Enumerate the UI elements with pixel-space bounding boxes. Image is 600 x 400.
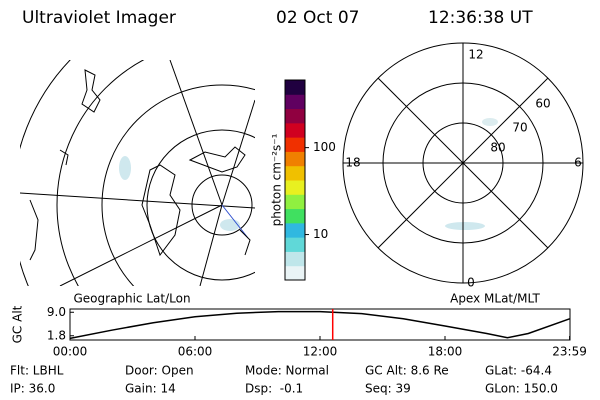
mlat-label: 70 — [512, 121, 527, 135]
mlt-label: 18 — [345, 156, 360, 170]
geographic-map — [20, 60, 255, 286]
colorbar-swatch — [285, 137, 305, 152]
y-tick-label: 9.0 — [47, 305, 66, 319]
y-tick-label: 1.8 — [47, 328, 66, 342]
colorbar-swatch — [285, 122, 305, 138]
colorbar-tick-label: 10 — [313, 227, 328, 241]
time: 12:36:38 UT — [428, 8, 533, 28]
map-label: Apex MLat/MLT — [450, 292, 540, 306]
status-field: Gain: 14 — [125, 382, 176, 396]
y-axis-label: GC Alt — [11, 305, 25, 343]
status-field: Door: Open — [125, 364, 194, 378]
x-tick-label: 18:00 — [428, 345, 463, 359]
colorbar-swatch — [285, 94, 305, 110]
status-field: GLon: 150.0 — [485, 382, 558, 396]
mlt-label: 6 — [574, 156, 582, 170]
colorbar-swatch — [285, 265, 305, 281]
mlt-label: 12 — [468, 48, 483, 62]
mlt-label: 0 — [467, 276, 475, 290]
title: Ultraviolet Imager — [22, 8, 176, 28]
x-tick-label: 00:00 — [53, 345, 88, 359]
date: 02 Oct 07 — [276, 8, 359, 28]
colorbar-swatch — [285, 151, 305, 167]
colorbar-swatch — [285, 251, 305, 267]
colorbar-swatch — [285, 237, 305, 252]
colorbar-swatch — [285, 208, 305, 224]
status-field: Mode: Normal — [245, 364, 329, 378]
colorbar-swatch — [285, 194, 305, 210]
colorbar-swatch — [285, 80, 305, 95]
mlat-label: 60 — [535, 97, 550, 111]
colorbar-swatch — [285, 222, 305, 238]
colorbar-swatch — [285, 165, 305, 181]
altitude-curve — [69, 310, 570, 340]
x-tick-label: 06:00 — [178, 345, 213, 359]
colorbar-label: photon cm⁻²s⁻¹ — [270, 133, 284, 226]
colorbar-frame — [284, 79, 306, 281]
aurora — [119, 156, 131, 180]
x-tick-label: 12:00 — [303, 345, 338, 359]
status-field: Seq: 39 — [365, 382, 411, 396]
aurora — [220, 219, 240, 231]
status-field: GLat: -64.4 — [485, 364, 552, 378]
colorbar-swatch — [285, 180, 305, 195]
map-label: Geographic Lat/Lon — [73, 292, 190, 306]
polar-map — [342, 42, 584, 284]
status-field: IP: 36.0 — [10, 382, 55, 396]
colorbar-swatch — [285, 108, 305, 124]
x-tick-label: 23:59 — [552, 345, 587, 359]
status-field: Flt: LBHL — [10, 364, 64, 378]
meridian — [221, 204, 249, 239]
mlat-label: 80 — [490, 141, 505, 155]
status-field: Dsp: -0.1 — [245, 382, 303, 396]
status-field: GC Alt: 8.6 Re — [365, 364, 449, 378]
colorbar-tick-label: 100 — [313, 140, 336, 154]
